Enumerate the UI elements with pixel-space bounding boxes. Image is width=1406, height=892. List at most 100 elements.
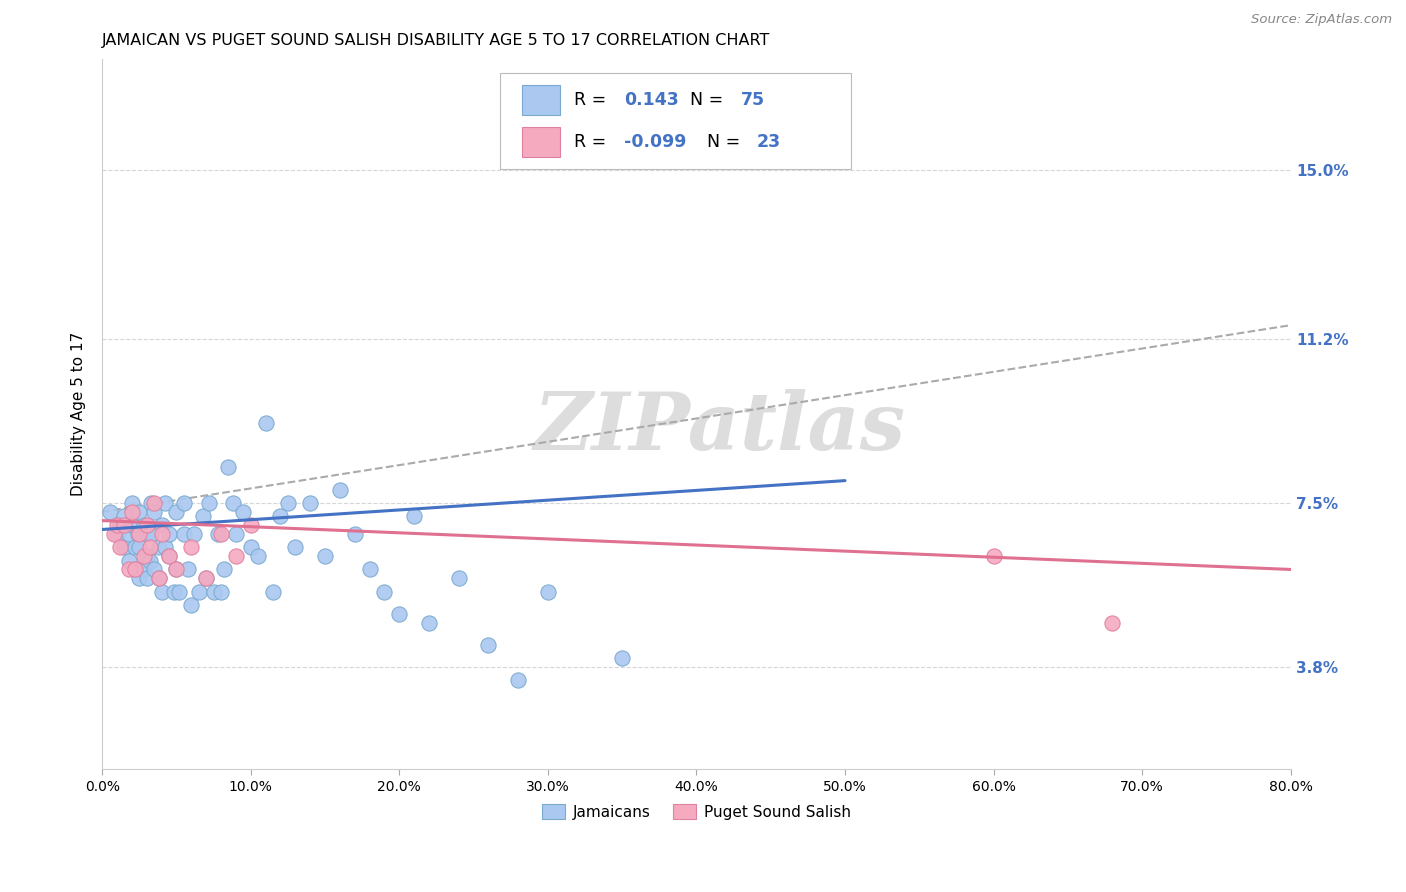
Text: R =: R =: [574, 91, 612, 109]
Point: [98, 505, 121, 519]
Point: [343, 527, 366, 541]
Point: [150, 584, 173, 599]
Point: [124, 541, 146, 555]
Point: [124, 562, 146, 576]
Point: [173, 496, 195, 510]
Point: [128, 505, 150, 519]
Point: [135, 527, 157, 541]
Point: [218, 460, 240, 475]
Point: [277, 496, 299, 510]
Text: R =: R =: [574, 133, 612, 151]
Point: [225, 527, 247, 541]
Text: -0.099: -0.099: [624, 133, 686, 151]
Point: [143, 562, 166, 576]
Point: [166, 505, 188, 519]
Point: [143, 496, 166, 510]
Point: [212, 562, 235, 576]
Point: [187, 584, 209, 599]
Point: [254, 416, 277, 430]
Point: [118, 553, 141, 567]
Point: [105, 518, 128, 533]
Point: [135, 549, 157, 563]
Point: [1101, 615, 1123, 630]
Point: [118, 562, 141, 576]
Point: [124, 562, 146, 576]
Point: [983, 549, 1005, 563]
Point: [508, 673, 530, 688]
Point: [202, 584, 225, 599]
FancyBboxPatch shape: [501, 73, 851, 169]
Point: [329, 483, 352, 497]
Point: [103, 527, 125, 541]
Point: [121, 518, 143, 533]
Point: [153, 496, 176, 510]
Point: [162, 584, 184, 599]
Point: [105, 527, 128, 541]
Point: [118, 527, 141, 541]
Point: [166, 562, 188, 576]
Point: [166, 562, 188, 576]
Point: [418, 615, 440, 630]
Legend: Jamaicans, Puget Sound Salish: Jamaicans, Puget Sound Salish: [536, 797, 858, 826]
Point: [148, 571, 170, 585]
Point: [180, 598, 202, 612]
Point: [537, 584, 560, 599]
Point: [114, 509, 136, 524]
Point: [157, 549, 180, 563]
Point: [143, 505, 166, 519]
Point: [388, 607, 411, 621]
Point: [207, 527, 229, 541]
Point: [262, 584, 284, 599]
Point: [157, 549, 180, 563]
Point: [239, 518, 262, 533]
Point: [127, 527, 149, 541]
Point: [477, 638, 499, 652]
Point: [108, 541, 131, 555]
Point: [193, 509, 215, 524]
Point: [173, 527, 195, 541]
Point: [141, 496, 163, 510]
Point: [239, 541, 262, 555]
Point: [128, 571, 150, 585]
Point: [153, 541, 176, 555]
Point: [209, 584, 232, 599]
Text: 75: 75: [741, 91, 765, 109]
Point: [150, 527, 173, 541]
Point: [139, 553, 162, 567]
Point: [121, 505, 143, 519]
Point: [128, 541, 150, 555]
Point: [128, 527, 150, 541]
Point: [169, 584, 191, 599]
Point: [132, 549, 155, 563]
Point: [135, 518, 157, 533]
Point: [232, 505, 254, 519]
Point: [148, 541, 170, 555]
Point: [404, 509, 426, 524]
Point: [314, 549, 336, 563]
Point: [114, 541, 136, 555]
Point: [148, 571, 170, 585]
Point: [141, 527, 163, 541]
Point: [183, 527, 205, 541]
Y-axis label: Disability Age 5 to 17: Disability Age 5 to 17: [72, 332, 86, 496]
Point: [195, 571, 218, 585]
Point: [132, 518, 155, 533]
Point: [447, 571, 470, 585]
Point: [135, 571, 157, 585]
Point: [132, 562, 155, 576]
Point: [359, 562, 381, 576]
Text: JAMAICAN VS PUGET SOUND SALISH DISABILITY AGE 5 TO 17 CORRELATION CHART: JAMAICAN VS PUGET SOUND SALISH DISABILIT…: [103, 33, 770, 48]
Text: N =: N =: [707, 133, 745, 151]
Point: [195, 571, 218, 585]
Text: 23: 23: [756, 133, 782, 151]
Point: [247, 549, 270, 563]
Point: [198, 496, 221, 510]
Point: [157, 527, 180, 541]
Point: [610, 651, 633, 665]
FancyBboxPatch shape: [522, 85, 560, 115]
Point: [150, 518, 173, 533]
FancyBboxPatch shape: [522, 127, 560, 157]
Text: Source: ZipAtlas.com: Source: ZipAtlas.com: [1251, 13, 1392, 27]
Point: [284, 541, 307, 555]
Point: [108, 518, 131, 533]
